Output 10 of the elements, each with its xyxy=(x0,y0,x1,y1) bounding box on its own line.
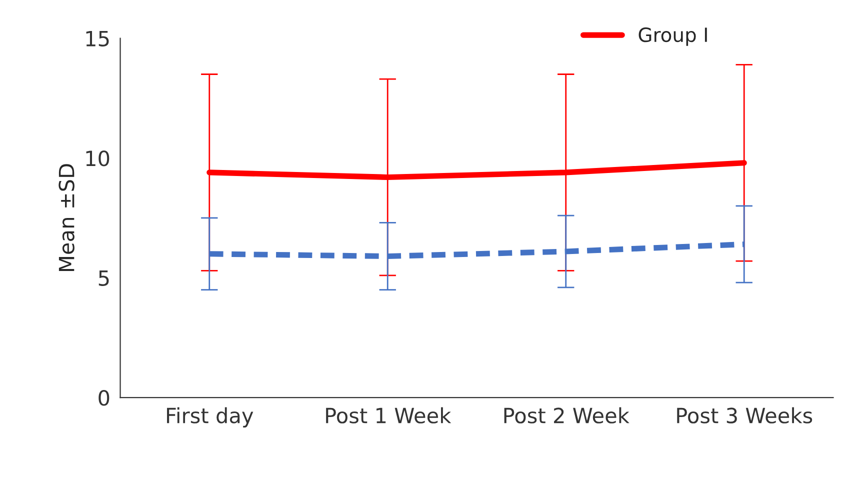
legend-label: Group I xyxy=(638,27,707,46)
x-tick-label: Post 2 Week xyxy=(504,407,630,424)
x-tick-label: Post 1 Week xyxy=(326,407,452,424)
y-tick-label: 5 xyxy=(98,270,109,286)
x-tick-label: First day xyxy=(167,407,254,428)
y-tick-label: 10 xyxy=(86,150,110,166)
y-axis-title: Mean ±SD xyxy=(58,164,74,271)
x-tick-label: Post 3 Weeks xyxy=(677,407,812,424)
y-tick-label: 0 xyxy=(98,390,110,406)
y-tick-label: 15 xyxy=(86,31,109,47)
